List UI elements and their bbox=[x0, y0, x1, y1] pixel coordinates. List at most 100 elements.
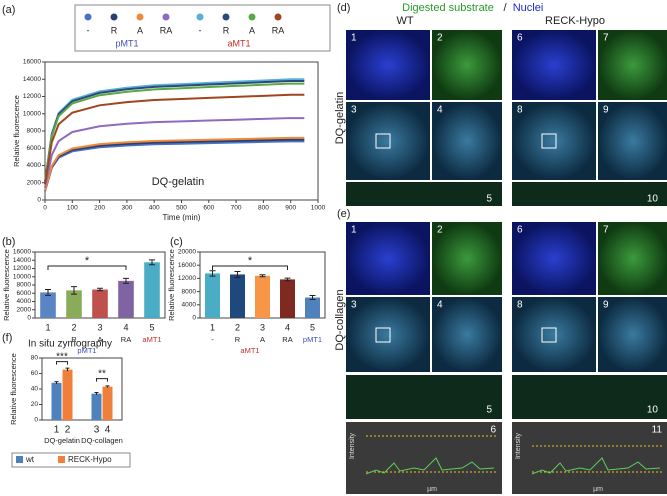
profile bbox=[365, 457, 495, 475]
legend-box bbox=[74, 4, 331, 52]
bracket bbox=[212, 265, 288, 270]
panel-label: (b) bbox=[2, 236, 15, 248]
y-tick-label: 12000 bbox=[13, 265, 31, 272]
group-label: pMT1 bbox=[77, 346, 96, 355]
panel-label: (e) bbox=[337, 208, 350, 220]
tile-number: 9 bbox=[603, 105, 609, 116]
bar bbox=[102, 386, 113, 420]
x-sublabel: - bbox=[211, 335, 214, 344]
x-tick-label: 1 bbox=[210, 322, 215, 332]
bar-number: 2 bbox=[65, 425, 71, 436]
micrograph bbox=[598, 30, 667, 100]
micrograph bbox=[346, 102, 430, 180]
legend-label: A bbox=[137, 25, 143, 35]
bar-number: 4 bbox=[105, 425, 111, 436]
error-bar bbox=[65, 367, 70, 372]
column-label: WT bbox=[396, 15, 413, 27]
x-tick-label: 100 bbox=[67, 205, 78, 212]
tile-number: 1 bbox=[351, 225, 357, 236]
annotation: * bbox=[248, 255, 253, 267]
tile-number: 9 bbox=[603, 300, 609, 311]
tile-number: 4 bbox=[437, 105, 443, 116]
y-tick-label: 0 bbox=[37, 197, 41, 204]
error-bar bbox=[259, 274, 266, 278]
tile-number: 7 bbox=[603, 225, 609, 236]
bracket bbox=[47, 265, 127, 270]
y-tick-label: 12000 bbox=[178, 275, 196, 282]
tile-number: 6 bbox=[517, 225, 523, 236]
x-tick-label: 2 bbox=[71, 322, 76, 332]
y-tick-label: 80 bbox=[31, 355, 39, 362]
y-tick-label: 2000 bbox=[27, 179, 42, 186]
error-bar bbox=[149, 259, 155, 266]
bar bbox=[91, 393, 102, 420]
intensity-plot bbox=[346, 422, 502, 494]
y-tick-label: 12000 bbox=[23, 93, 41, 100]
error-bar bbox=[45, 289, 51, 296]
row-label: DQ-gelatin bbox=[334, 92, 346, 145]
micrograph bbox=[346, 30, 430, 100]
y-axis-title: Relative fluorescence bbox=[167, 249, 176, 321]
y-tick-label: 10000 bbox=[23, 110, 41, 117]
x-sublabel: RA bbox=[282, 335, 292, 344]
y-tick-label: 0 bbox=[192, 315, 196, 322]
axis-title: Intensity bbox=[349, 432, 356, 459]
y-tick-label: 2000 bbox=[17, 306, 32, 313]
bar-number: 3 bbox=[94, 425, 100, 436]
column-label: RECK-Hypo bbox=[545, 15, 605, 27]
legend-marker bbox=[162, 13, 170, 21]
series-line bbox=[44, 82, 305, 183]
legend-label: wt bbox=[25, 455, 35, 464]
x-tick-label: 0 bbox=[43, 205, 47, 212]
y-tick-label: 16000 bbox=[13, 249, 31, 256]
x-sublabel: R bbox=[71, 335, 77, 344]
error-bar bbox=[97, 287, 103, 292]
axis-title: µm bbox=[427, 486, 437, 493]
error-bar bbox=[284, 277, 291, 282]
series-line bbox=[44, 136, 305, 191]
series-line bbox=[44, 79, 305, 183]
bar bbox=[92, 289, 108, 318]
panel-label: (f) bbox=[2, 332, 12, 344]
annotation: *** bbox=[56, 351, 68, 362]
row-label: DQ-collagen bbox=[334, 289, 346, 350]
tile-number: 4 bbox=[437, 300, 443, 311]
axis-title: Intensity bbox=[515, 432, 522, 459]
legend-label: R bbox=[111, 25, 118, 35]
legend-label: RA bbox=[272, 25, 285, 35]
x-tick-label: 3 bbox=[260, 322, 265, 332]
x-sublabel: A bbox=[97, 335, 102, 344]
legend-marker bbox=[110, 13, 118, 21]
panel-label: (c) bbox=[170, 236, 183, 248]
y-tick-label: 14000 bbox=[23, 76, 41, 83]
micrograph bbox=[512, 102, 596, 180]
micrograph bbox=[598, 297, 667, 372]
tile-number: 2 bbox=[437, 225, 443, 236]
x-tick-label: 500 bbox=[176, 205, 187, 212]
micrograph bbox=[432, 30, 502, 100]
y-tick-label: 8000 bbox=[182, 288, 197, 295]
header-green: Digested substrate bbox=[402, 2, 494, 14]
x-tick-label: DQ-gelatin bbox=[44, 436, 80, 445]
bar bbox=[51, 382, 62, 420]
intensity-plot bbox=[512, 422, 667, 494]
y-tick-label: 4000 bbox=[182, 302, 197, 309]
x-tick-label: 600 bbox=[203, 205, 214, 212]
strip bbox=[512, 182, 667, 206]
y-tick-label: 16000 bbox=[178, 262, 196, 269]
bar bbox=[62, 369, 73, 420]
error-bar bbox=[54, 381, 59, 384]
x-tick-label: 5 bbox=[149, 322, 154, 332]
bar bbox=[305, 297, 320, 318]
x-tick-label: 200 bbox=[94, 205, 105, 212]
y-tick-label: 4000 bbox=[17, 298, 32, 305]
annotation: ** bbox=[98, 368, 106, 379]
y-tick-label: 4000 bbox=[27, 162, 42, 169]
y-tick-label: 8000 bbox=[17, 282, 32, 289]
legend-marker bbox=[248, 13, 256, 21]
y-tick-label: 10000 bbox=[13, 273, 31, 280]
y-tick-label: 8000 bbox=[27, 128, 42, 135]
group-label: aMT1 bbox=[240, 346, 259, 355]
legend-label: - bbox=[87, 25, 90, 35]
x-sublabel: RA bbox=[121, 335, 131, 344]
